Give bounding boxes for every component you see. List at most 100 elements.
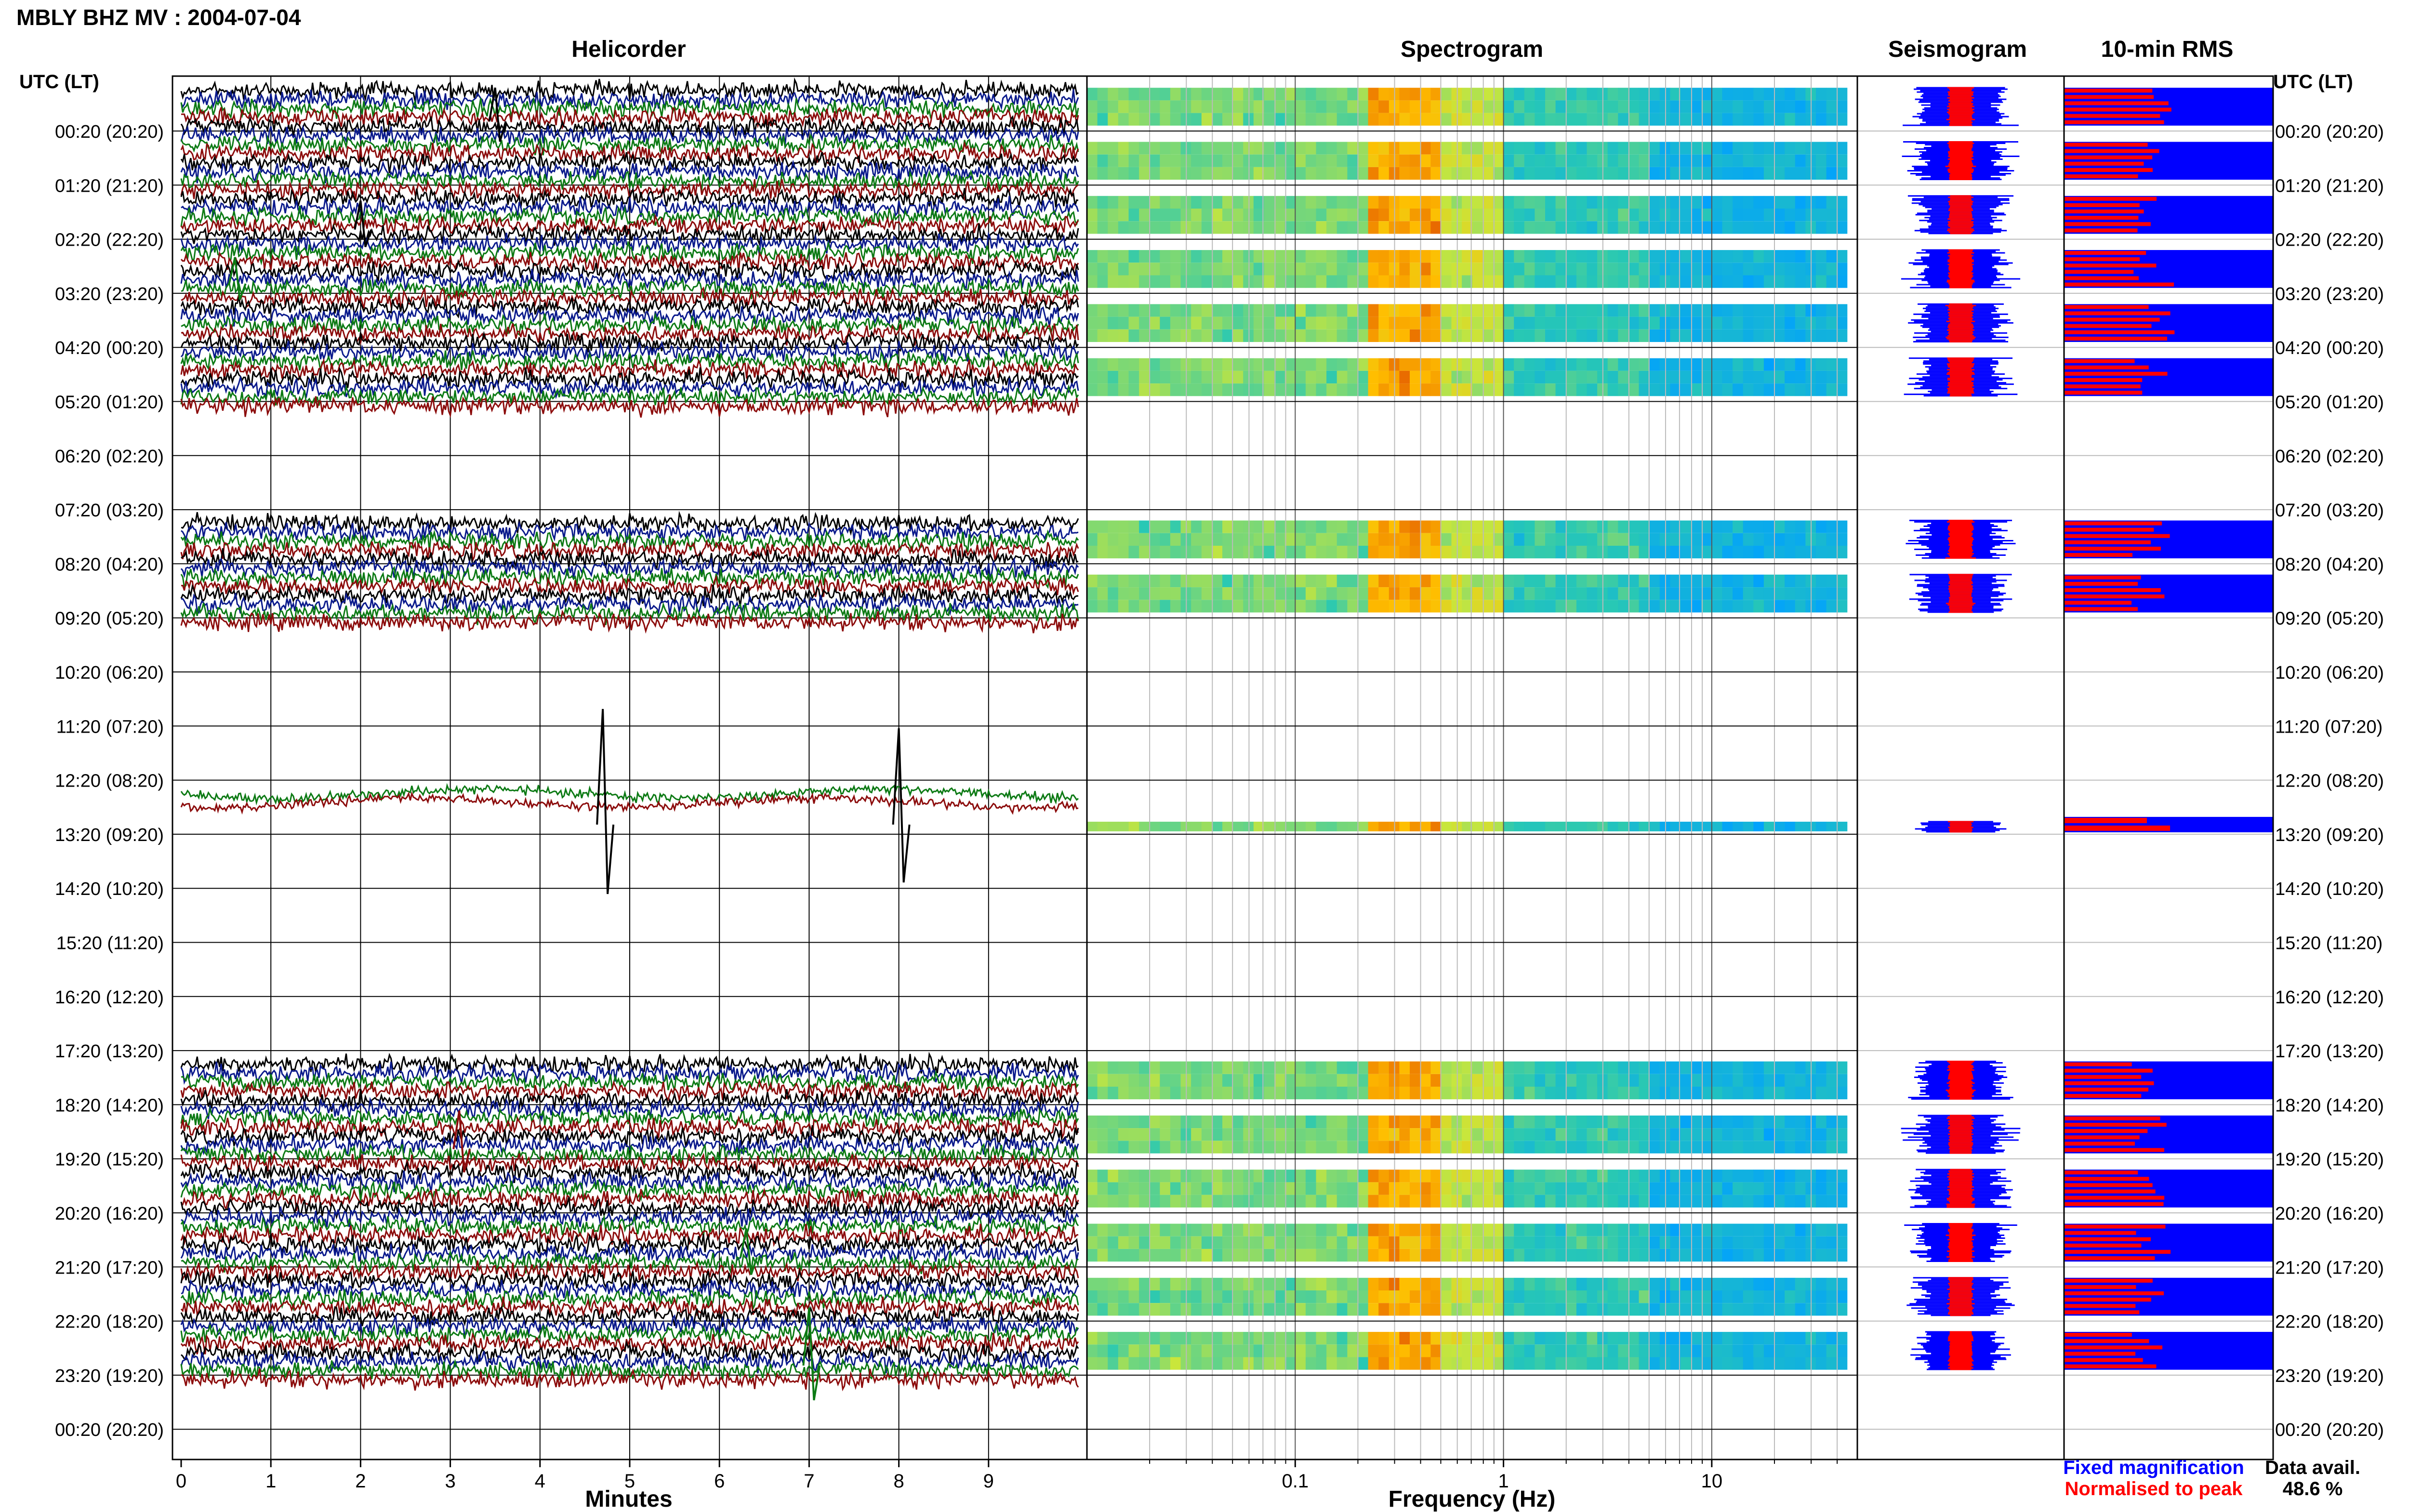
spectrogram-cell bbox=[1201, 1277, 1212, 1290]
spectrogram-cell bbox=[1524, 1249, 1535, 1262]
spectrogram-cell bbox=[1149, 358, 1160, 371]
spectrogram-cell bbox=[1753, 1195, 1764, 1208]
spectrogram-cell bbox=[1711, 587, 1722, 600]
spectrogram-cell bbox=[1212, 1182, 1223, 1195]
spectrogram-cell bbox=[1326, 533, 1337, 546]
spectrogram-cell bbox=[1264, 546, 1275, 559]
spectrogram-cell bbox=[1399, 113, 1410, 126]
spectrogram-cell bbox=[1368, 1195, 1379, 1208]
spectrogram-cell bbox=[1430, 1332, 1442, 1345]
spectrogram-cell bbox=[1472, 587, 1483, 600]
spectrogram-cell bbox=[1628, 1182, 1639, 1195]
spectrogram-cell bbox=[1753, 1332, 1764, 1345]
spectrogram-cell bbox=[1576, 88, 1587, 101]
spectrogram-cell bbox=[1420, 1115, 1431, 1129]
spectrogram-cell bbox=[1326, 1061, 1337, 1074]
spectrogram-cell bbox=[1295, 1195, 1306, 1208]
spectrogram-cell bbox=[1160, 142, 1171, 155]
spectrogram-cell bbox=[1743, 221, 1754, 234]
spectrogram-cell bbox=[1691, 1115, 1702, 1129]
spectrogram-cell bbox=[1482, 113, 1494, 126]
spectrogram-cell bbox=[1659, 263, 1670, 276]
spectrogram-cell bbox=[1472, 1128, 1483, 1141]
spectrogram-cell bbox=[1201, 1290, 1212, 1303]
spectrogram-cell bbox=[1253, 533, 1264, 546]
spectrogram-cell bbox=[1763, 383, 1774, 396]
spectrogram-cell bbox=[1649, 1303, 1660, 1316]
spectrogram-cell bbox=[1649, 316, 1660, 329]
spectrogram-cell bbox=[1774, 1087, 1785, 1100]
spectrogram-cell bbox=[1253, 1290, 1264, 1303]
spectrogram-cell bbox=[1482, 520, 1494, 533]
spectrogram-cell bbox=[1628, 1087, 1639, 1100]
spectrogram-cell bbox=[1232, 1249, 1244, 1262]
spectrogram-cell bbox=[1253, 209, 1264, 222]
spectrogram-cell bbox=[1618, 209, 1629, 222]
rms-normalised-bar bbox=[2064, 546, 2161, 551]
spectrogram-cell bbox=[1743, 275, 1754, 288]
spectrogram-cell bbox=[1326, 1303, 1337, 1316]
spectrogram-cell bbox=[1722, 88, 1733, 101]
spectrogram-cell bbox=[1649, 1357, 1660, 1370]
spectrogram-cell bbox=[1774, 383, 1785, 396]
spectrogram-cell bbox=[1722, 275, 1733, 288]
spectrogram-cell bbox=[1691, 1223, 1702, 1236]
spectrogram-cell bbox=[1482, 100, 1494, 113]
spectrogram-cell bbox=[1566, 574, 1577, 588]
spectrogram-cell bbox=[1535, 275, 1546, 288]
spectrogram-cell bbox=[1253, 263, 1264, 276]
spectrogram-cell bbox=[1420, 100, 1431, 113]
rms-normalised-bar bbox=[2064, 1196, 2165, 1200]
spectrogram-cell bbox=[1837, 587, 1848, 600]
spectrogram-cell bbox=[1472, 113, 1483, 126]
spectrogram-cell bbox=[1503, 1061, 1514, 1074]
spectrogram-cell bbox=[1514, 250, 1525, 263]
spectrogram-cell bbox=[1347, 1303, 1358, 1316]
rms-normalised-bar bbox=[2064, 365, 2149, 369]
spectrogram-cell bbox=[1816, 546, 1827, 559]
spectrogram-cell bbox=[1118, 167, 1129, 180]
spectrogram-cell bbox=[1128, 383, 1139, 396]
spectrogram-cell bbox=[1628, 142, 1639, 155]
spectrogram-cell bbox=[1837, 520, 1848, 533]
spectrogram-cell bbox=[1555, 587, 1566, 600]
spectrogram-cell bbox=[1274, 250, 1285, 263]
spectrogram-cell bbox=[1535, 1303, 1546, 1316]
spectrogram-cell bbox=[1826, 358, 1837, 371]
rms-normalised-bar bbox=[2064, 1310, 2140, 1315]
spectrogram-cell bbox=[1733, 1236, 1744, 1249]
spectrogram-cell bbox=[1399, 1195, 1410, 1208]
helicorder-trace bbox=[180, 1241, 1079, 1263]
spectrogram-cell bbox=[1628, 1249, 1639, 1262]
spectrogram-cell bbox=[1659, 1195, 1670, 1208]
row-label-left: 22:20 (18:20) bbox=[55, 1312, 164, 1332]
spectrogram-cell bbox=[1503, 1332, 1514, 1345]
spectrogram-cell bbox=[1733, 1290, 1744, 1303]
spectrogram-cell bbox=[1472, 275, 1483, 288]
spectrogram-cell bbox=[1108, 1141, 1119, 1154]
spectrogram-cell bbox=[1378, 1170, 1390, 1183]
spectrogram-cell bbox=[1639, 275, 1650, 288]
spectrogram-cell bbox=[1232, 533, 1244, 546]
spectrogram-cell bbox=[1472, 574, 1483, 588]
spectrogram-cell bbox=[1201, 1332, 1212, 1345]
spectrogram-cell bbox=[1763, 154, 1774, 167]
helicorder-trace bbox=[180, 213, 1079, 236]
spectrogram-cell bbox=[1243, 263, 1254, 276]
spectrogram-cell bbox=[1649, 358, 1660, 371]
spectrogram-cell bbox=[1576, 1170, 1587, 1183]
spectrogram-cell bbox=[1639, 196, 1650, 209]
helicorder-trace bbox=[180, 1106, 1079, 1131]
spectrogram-cell bbox=[1763, 1277, 1774, 1290]
spectrogram-cell bbox=[1566, 1061, 1577, 1074]
spectrogram-cell bbox=[1201, 1249, 1212, 1262]
spectrogram-cell bbox=[1587, 316, 1598, 329]
spectrogram-cell bbox=[1493, 520, 1504, 533]
spectrogram-cell bbox=[1733, 1087, 1744, 1100]
spectrogram-cell bbox=[1555, 196, 1566, 209]
spectrogram-cell bbox=[1743, 1277, 1754, 1290]
spectrogram-cell bbox=[1826, 383, 1837, 396]
spectrogram-cell bbox=[1149, 142, 1160, 155]
spectrogram-cell bbox=[1441, 1141, 1452, 1154]
row-label-right: 17:20 (13:20) bbox=[2275, 1041, 2384, 1062]
